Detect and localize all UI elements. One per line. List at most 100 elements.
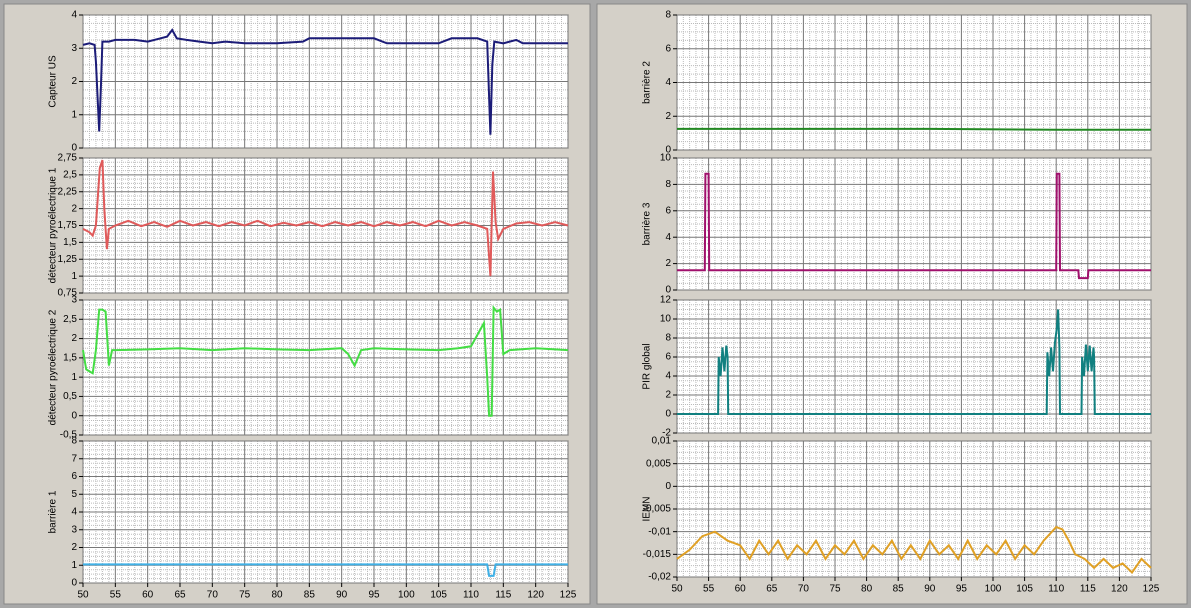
y-tick-label: 4 [665, 232, 671, 243]
y-tick-label: 0 [665, 481, 671, 492]
x-tick-label: 75 [239, 590, 251, 601]
x-tick-label: 95 [368, 590, 380, 601]
y-tick-label: 1,5 [63, 352, 77, 363]
y-tick-label: 6 [665, 352, 671, 363]
y-tick-label: 2,5 [63, 314, 77, 325]
y-tick-label: 0 [71, 410, 77, 421]
y-tick-label: 2 [71, 542, 77, 553]
x-tick-label: 65 [174, 590, 186, 601]
y-tick-label: 6 [665, 205, 671, 216]
x-tick-label: 120 [1111, 584, 1128, 595]
y-tick-label: 2,75 [58, 153, 78, 164]
y-tick-label: 3 [71, 524, 77, 535]
y-axis-label: Capteur US [48, 55, 59, 108]
x-tick-label: 70 [207, 590, 219, 601]
y-tick-label: -0,5 [60, 430, 78, 441]
x-tick-label: 60 [735, 584, 747, 595]
y-tick-label: 4 [665, 371, 671, 382]
y-tick-label: 2 [71, 203, 77, 214]
y-tick-label: 8 [665, 10, 671, 21]
data-line [677, 172, 1151, 280]
y-tick-label: -0,01 [648, 526, 671, 537]
y-tick-label: -0,005 [643, 504, 672, 515]
y-tick-label: 0,01 [652, 436, 672, 447]
y-tick-label: 0,5 [63, 391, 77, 402]
y-tick-label: 6 [71, 471, 77, 482]
x-tick-label: 120 [527, 590, 544, 601]
x-tick-label: 50 [671, 584, 683, 595]
y-tick-label: 2 [665, 390, 671, 401]
x-tick-label: 105 [430, 590, 447, 601]
y-tick-label: 8 [71, 436, 77, 447]
y-axis-label: PIR global [642, 343, 653, 389]
y-axis-label: IEMN [642, 497, 653, 522]
data-line [677, 309, 1151, 415]
x-tick-label: 115 [495, 590, 511, 601]
y-tick-label: 0 [665, 409, 671, 420]
y-axis-label: barrière 3 [642, 202, 653, 245]
x-tick-label: 110 [1048, 584, 1064, 595]
y-tick-label: 7 [71, 453, 77, 464]
x-tick-label: 60 [142, 590, 154, 601]
x-tick-label: 55 [110, 590, 122, 601]
x-tick-label: 80 [271, 590, 283, 601]
x-tick-label: 85 [893, 584, 905, 595]
y-tick-label: 6 [665, 43, 671, 54]
x-tick-label: 85 [304, 590, 316, 601]
y-tick-label: 1 [71, 372, 77, 383]
y-tick-label: 0,005 [646, 458, 671, 469]
data-line [676, 525, 1152, 575]
y-tick-label: 10 [660, 314, 672, 325]
y-tick-label: 12 [660, 295, 672, 306]
x-tick-label: 95 [956, 584, 968, 595]
x-tick-label: 110 [463, 590, 479, 601]
y-tick-label: 2 [71, 76, 77, 87]
y-tick-label: 1 [71, 560, 77, 571]
y-tick-label: 2 [71, 333, 77, 344]
y-tick-label: 2 [665, 258, 671, 269]
y-axis-label: barrière 2 [642, 61, 653, 104]
data-line [83, 563, 568, 577]
y-tick-label: 0 [71, 578, 77, 589]
data-line [82, 159, 569, 277]
x-tick-label: 65 [766, 584, 778, 595]
x-tick-label: 125 [560, 590, 577, 601]
y-tick-label: 5 [71, 489, 77, 500]
y-tick-label: 8 [665, 179, 671, 190]
y-tick-label: 3 [71, 43, 77, 54]
y-tick-label: 0,75 [58, 288, 78, 299]
y-tick-label: 4 [665, 77, 671, 88]
y-tick-label: 4 [71, 507, 77, 518]
x-tick-label: 70 [798, 584, 810, 595]
x-tick-label: 100 [398, 590, 415, 601]
x-tick-label: 90 [924, 584, 936, 595]
y-tick-label: 8 [665, 333, 671, 344]
x-tick-label: 90 [336, 590, 348, 601]
data-line [677, 127, 1151, 131]
data-line [82, 28, 568, 135]
y-tick-label: 0 [665, 285, 671, 296]
y-tick-label: 3 [71, 295, 77, 306]
y-tick-label: 2 [665, 111, 671, 122]
x-tick-label: 125 [1143, 584, 1160, 595]
y-tick-label: 1 [71, 271, 77, 282]
y-axis-label: détecteur pyroélectrique 2 [48, 309, 59, 425]
y-tick-label: -0,015 [643, 549, 672, 560]
y-tick-label: 0 [665, 145, 671, 156]
y-tick-label: 2,5 [63, 170, 77, 181]
y-axis-label: détecteur pyroélectrique 1 [48, 167, 59, 283]
x-tick-label: 75 [829, 584, 841, 595]
y-tick-label: 1,5 [63, 237, 77, 248]
y-tick-label: 10 [660, 153, 672, 164]
y-tick-label: 1,75 [58, 220, 78, 231]
y-tick-label: -0,02 [648, 572, 671, 583]
x-tick-label: 55 [703, 584, 715, 595]
y-tick-label: 4 [71, 10, 77, 21]
x-tick-label: 50 [77, 590, 89, 601]
x-tick-label: 115 [1080, 584, 1096, 595]
y-tick-label: -2 [662, 428, 671, 439]
x-tick-label: 80 [861, 584, 873, 595]
x-tick-label: 100 [985, 584, 1002, 595]
